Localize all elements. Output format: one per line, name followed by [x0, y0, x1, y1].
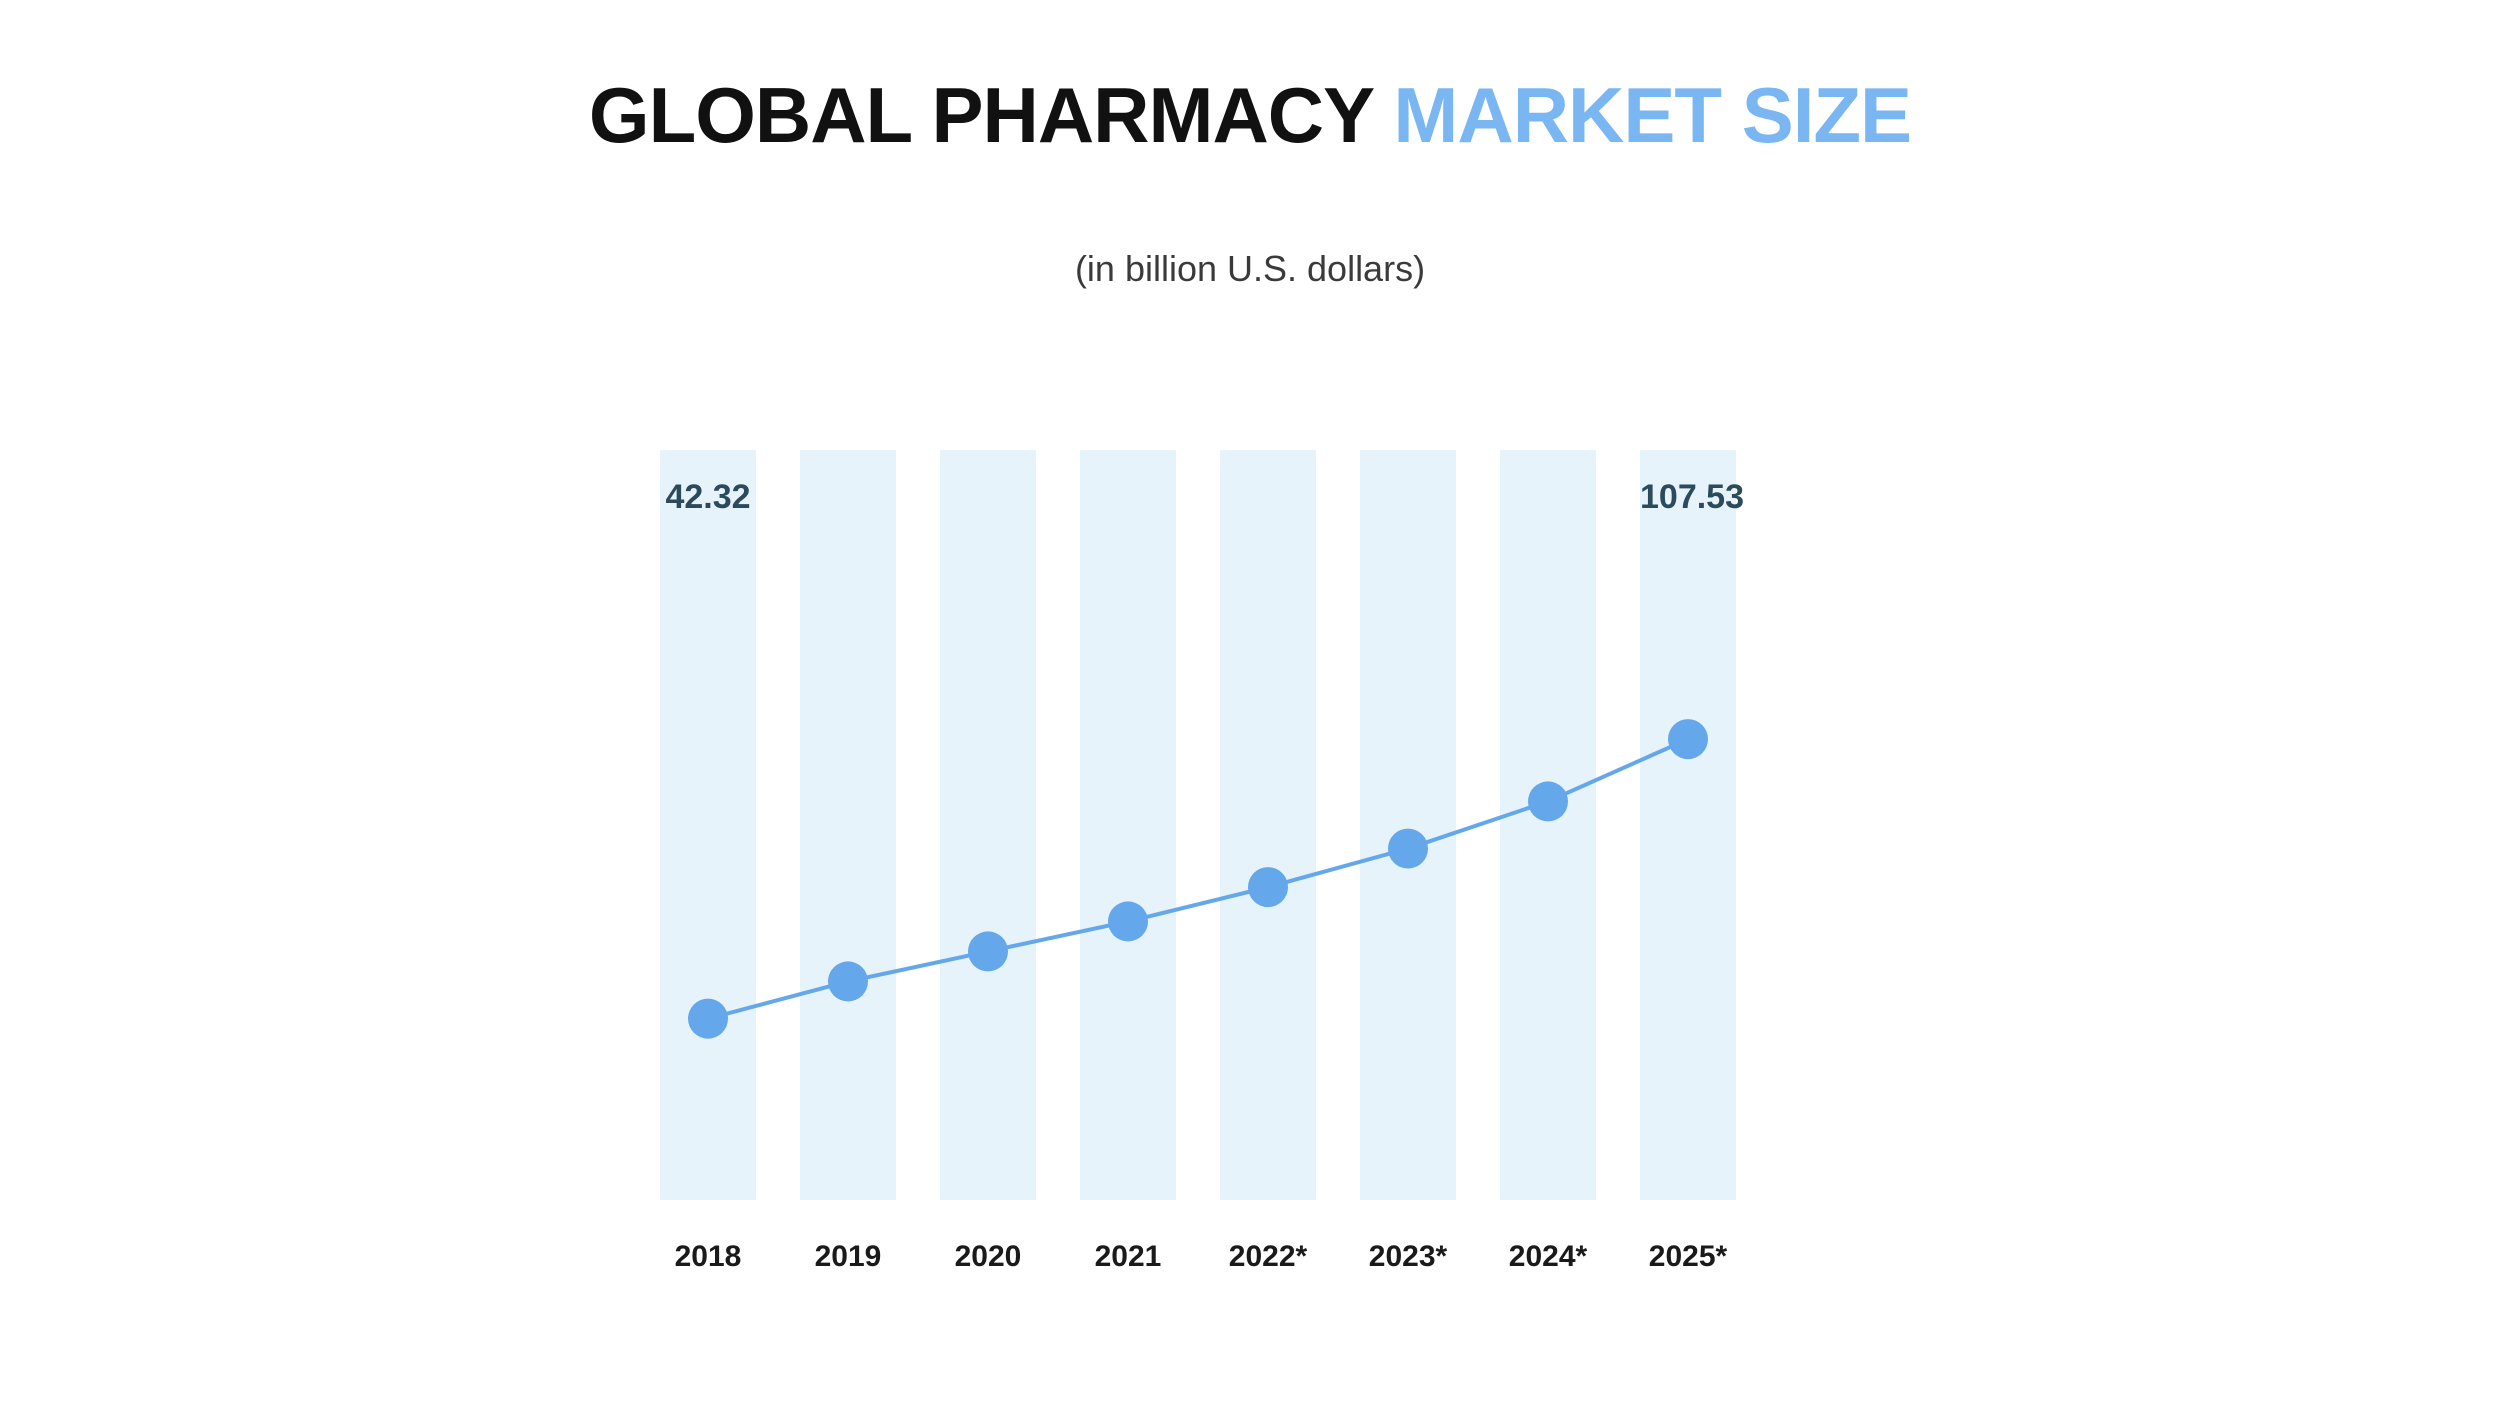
- x-axis-label: 2018: [660, 1240, 756, 1274]
- line-layer: [660, 450, 1740, 1200]
- data-point-marker: [1108, 901, 1148, 941]
- x-axis-label: 2023*: [1360, 1240, 1456, 1274]
- data-point-marker: [1528, 781, 1568, 821]
- data-point-marker: [1668, 719, 1708, 759]
- page-title: GLOBAL PHARMACY MARKET SIZE: [0, 70, 2500, 161]
- x-axis-label: 2020: [940, 1240, 1036, 1274]
- x-axis-label: 2019: [800, 1240, 896, 1274]
- x-axis-label: 2022*: [1220, 1240, 1316, 1274]
- data-point-marker: [828, 961, 868, 1001]
- x-axis-label: 2024*: [1500, 1240, 1596, 1274]
- data-point-marker: [968, 931, 1008, 971]
- data-point-marker: [1388, 829, 1428, 869]
- title-part-b: MARKET SIZE: [1393, 71, 1911, 159]
- subtitle: (in billion U.S. dollars): [0, 248, 2500, 290]
- data-point-marker: [688, 999, 728, 1039]
- market-size-chart: 42.3220182019202020212022*2023*2024*107.…: [660, 450, 1740, 1200]
- x-axis-label: 2025*: [1640, 1240, 1736, 1274]
- title-part-a: GLOBAL PHARMACY: [589, 71, 1394, 159]
- data-point-marker: [1248, 867, 1288, 907]
- x-axis-label: 2021: [1080, 1240, 1176, 1274]
